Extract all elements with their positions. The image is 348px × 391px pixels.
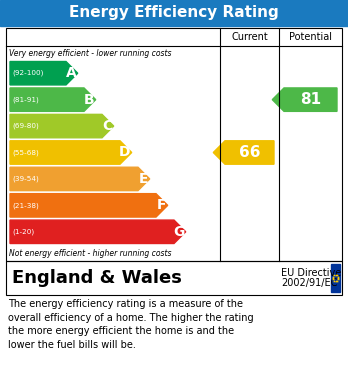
Text: E: E <box>139 172 149 186</box>
Polygon shape <box>10 88 96 111</box>
Text: The energy efficiency rating is a measure of the
overall efficiency of a home. T: The energy efficiency rating is a measur… <box>8 299 254 350</box>
Text: EU Directive: EU Directive <box>281 268 341 278</box>
Text: (39-54): (39-54) <box>12 176 39 182</box>
Polygon shape <box>213 141 274 164</box>
Text: G: G <box>173 225 185 239</box>
Text: C: C <box>102 119 113 133</box>
Text: A: A <box>66 66 77 80</box>
Bar <box>331 264 340 292</box>
Polygon shape <box>10 194 168 217</box>
Text: Current: Current <box>231 32 268 42</box>
Text: (21-38): (21-38) <box>12 202 39 209</box>
Text: Potential: Potential <box>289 32 332 42</box>
Polygon shape <box>272 88 337 111</box>
Text: D: D <box>119 145 131 160</box>
Bar <box>0 0 348 26</box>
Text: 66: 66 <box>239 145 260 160</box>
Bar <box>6 28 342 261</box>
Text: England & Wales: England & Wales <box>12 269 182 287</box>
Text: (55-68): (55-68) <box>12 149 39 156</box>
Text: F: F <box>157 198 167 212</box>
Polygon shape <box>10 141 132 164</box>
Text: Not energy efficient - higher running costs: Not energy efficient - higher running co… <box>9 249 172 258</box>
Text: (69-80): (69-80) <box>12 123 39 129</box>
Text: (81-91): (81-91) <box>12 97 39 103</box>
Text: Energy Efficiency Rating: Energy Efficiency Rating <box>69 5 279 20</box>
Polygon shape <box>10 220 186 244</box>
Text: 81: 81 <box>300 92 321 107</box>
Text: (1-20): (1-20) <box>12 228 34 235</box>
Text: 2002/91/EC: 2002/91/EC <box>281 278 337 288</box>
Polygon shape <box>10 167 150 191</box>
Text: (92-100): (92-100) <box>12 70 44 77</box>
Text: Very energy efficient - lower running costs: Very energy efficient - lower running co… <box>9 48 172 57</box>
Text: B: B <box>84 93 95 107</box>
Bar <box>6 261 342 295</box>
Polygon shape <box>10 114 114 138</box>
Polygon shape <box>10 61 78 85</box>
